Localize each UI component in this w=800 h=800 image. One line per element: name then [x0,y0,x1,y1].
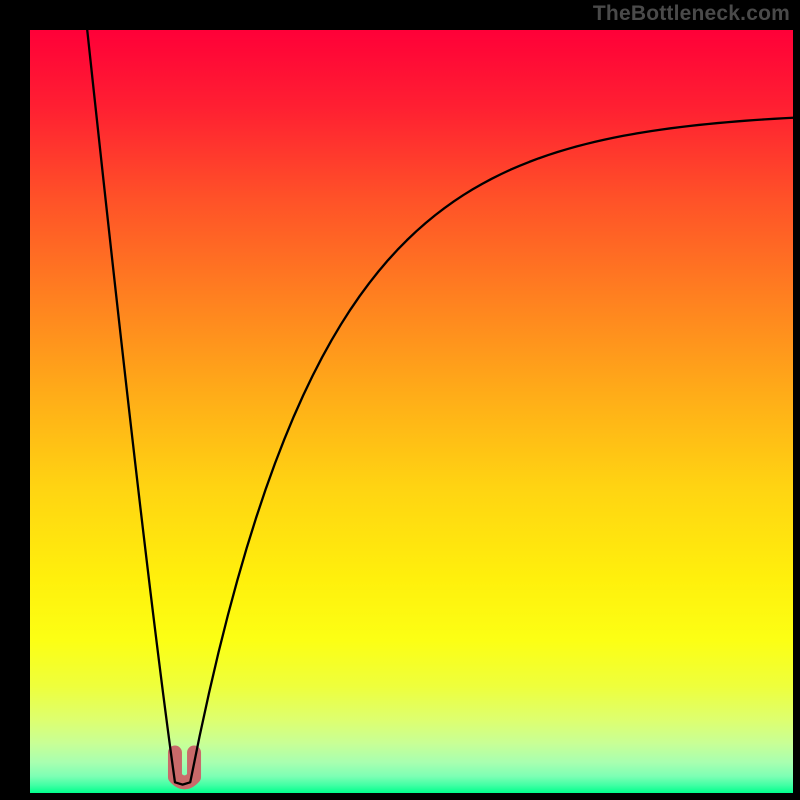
curve-layer [30,30,793,793]
chart-frame [0,0,800,800]
plot-area [30,30,793,793]
watermark-text: TheBottleneck.com [593,2,790,26]
bottleneck-curve [87,30,793,785]
